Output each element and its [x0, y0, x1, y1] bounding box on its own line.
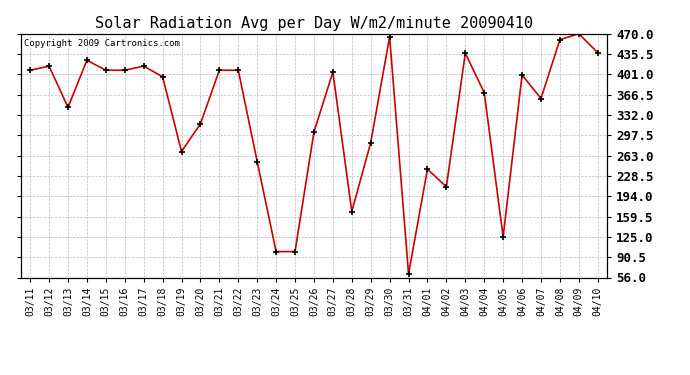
- Text: Copyright 2009 Cartronics.com: Copyright 2009 Cartronics.com: [23, 39, 179, 48]
- Title: Solar Radiation Avg per Day W/m2/minute 20090410: Solar Radiation Avg per Day W/m2/minute …: [95, 16, 533, 31]
